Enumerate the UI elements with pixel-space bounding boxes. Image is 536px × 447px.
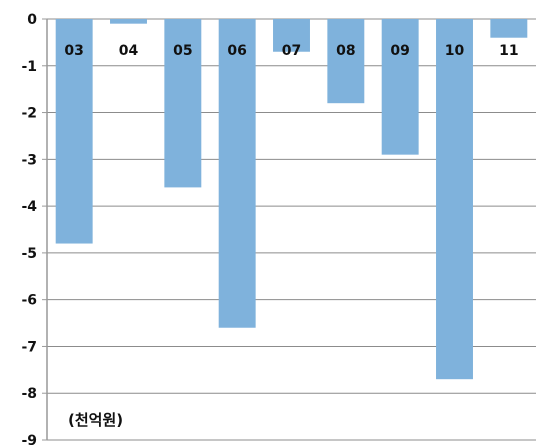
bar-10 [436, 19, 473, 380]
y-tick-labels: 0 -1 -2 -3 -4 -5 -6 -7 -8 -9 [21, 12, 37, 447]
y-tick-label: -6 [21, 293, 37, 309]
axes [42, 18, 48, 441]
bars [55, 19, 528, 380]
bar-07 [273, 19, 310, 52]
category-label-09: 09 [390, 43, 409, 59]
gridlines [47, 18, 536, 441]
category-label-04: 04 [119, 43, 139, 59]
category-label-07: 07 [282, 43, 301, 59]
bar-08 [327, 19, 365, 104]
bar-11 [490, 19, 528, 38]
bar-09 [381, 19, 419, 155]
category-label-06: 06 [227, 43, 246, 59]
y-tick-label: -4 [21, 199, 37, 215]
category-label-05: 05 [173, 43, 192, 59]
category-label-08: 08 [336, 43, 355, 59]
y-tick-label: -8 [21, 386, 37, 402]
bar-03 [55, 19, 93, 244]
y-tick-label: -9 [21, 433, 37, 447]
y-tick-label: -3 [21, 152, 37, 168]
unit-annotation: (천억원) [68, 411, 123, 429]
category-label-03: 03 [64, 43, 83, 59]
y-tick-label: -7 [21, 339, 37, 355]
y-tick-label: -5 [21, 246, 37, 262]
y-tick-label: -1 [21, 59, 37, 75]
category-labels: 03 04 05 06 07 08 09 10 11 [64, 43, 518, 59]
bar-04 [110, 19, 147, 24]
bar-06 [218, 19, 256, 328]
y-tick-label: 0 [27, 12, 37, 28]
bar-05 [164, 19, 202, 188]
y-tick-label: -2 [21, 106, 37, 122]
category-label-10: 10 [445, 43, 465, 59]
category-label-11: 11 [499, 43, 518, 59]
